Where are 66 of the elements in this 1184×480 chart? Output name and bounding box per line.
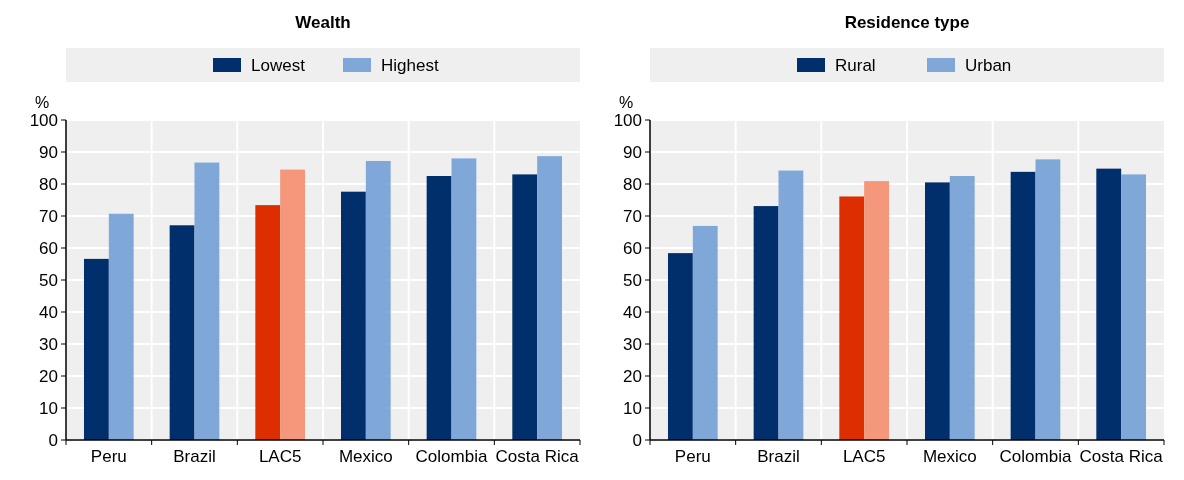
x-tick-label: Colombia — [415, 447, 488, 466]
y-tick-label: 80 — [623, 174, 642, 194]
y-tick-label: 30 — [39, 334, 58, 354]
y-tick-label: 0 — [48, 430, 58, 450]
x-tick-label: Costa Rica — [1079, 447, 1164, 466]
chart-title: Residence type — [844, 13, 970, 32]
bar — [255, 205, 281, 440]
bar — [1096, 168, 1122, 440]
x-tick-label: Mexico — [338, 447, 393, 466]
y-tick-label: 40 — [39, 302, 58, 322]
y-tick-label: 50 — [39, 270, 58, 290]
y-axis-title: % — [618, 94, 634, 111]
x-tick-label: Mexico — [922, 447, 977, 466]
bar — [169, 225, 195, 440]
bar — [692, 225, 718, 440]
x-tick-label: Costa Rica — [495, 447, 580, 466]
bar — [83, 258, 109, 440]
legend-label: Rural — [835, 56, 876, 75]
bar — [778, 170, 804, 440]
y-tick-label: 100 — [613, 110, 642, 130]
y-axis-title: % — [34, 94, 50, 111]
y-tick-label: 10 — [39, 398, 58, 418]
y-tick-label: 30 — [623, 334, 642, 354]
bar — [426, 176, 452, 440]
bar — [667, 253, 693, 440]
bar — [949, 176, 975, 440]
bar — [839, 196, 865, 440]
x-tick-label: Peru — [90, 447, 127, 466]
y-tick-label: 100 — [29, 110, 58, 130]
y-tick-label: 20 — [39, 366, 58, 386]
bar — [924, 182, 950, 440]
x-tick-label: LAC5 — [842, 447, 886, 466]
legend-label: Urban — [965, 56, 1012, 75]
bar — [365, 160, 391, 440]
legend-label: Highest — [381, 56, 439, 75]
y-tick-label: 90 — [39, 142, 58, 162]
y-tick-label: 50 — [623, 270, 642, 290]
bar — [451, 158, 477, 440]
bar — [753, 206, 779, 440]
y-tick-label: 80 — [39, 174, 58, 194]
y-tick-label: 60 — [623, 238, 642, 258]
legend-label: Lowest — [251, 56, 306, 75]
chart-title: Wealth — [295, 13, 351, 32]
y-tick-label: 70 — [623, 206, 642, 226]
bar — [537, 156, 563, 440]
x-tick-label: Colombia — [999, 447, 1072, 466]
x-tick-label: Brazil — [757, 447, 800, 466]
bar — [1121, 174, 1147, 440]
x-tick-label: Brazil — [173, 447, 216, 466]
x-tick-label: LAC5 — [258, 447, 302, 466]
y-tick-label: 40 — [623, 302, 642, 322]
bar — [1010, 171, 1036, 440]
bar — [108, 213, 134, 440]
bar — [1035, 159, 1061, 440]
bar — [512, 174, 538, 440]
bar — [864, 181, 890, 440]
y-tick-label: 90 — [623, 142, 642, 162]
y-tick-label: 0 — [632, 430, 642, 450]
bar — [340, 191, 366, 440]
y-tick-label: 10 — [623, 398, 642, 418]
bar — [194, 162, 220, 440]
y-tick-label: 60 — [39, 238, 58, 258]
bar — [280, 169, 306, 440]
y-tick-label: 20 — [623, 366, 642, 386]
x-tick-label: Peru — [674, 447, 711, 466]
y-tick-label: 70 — [39, 206, 58, 226]
